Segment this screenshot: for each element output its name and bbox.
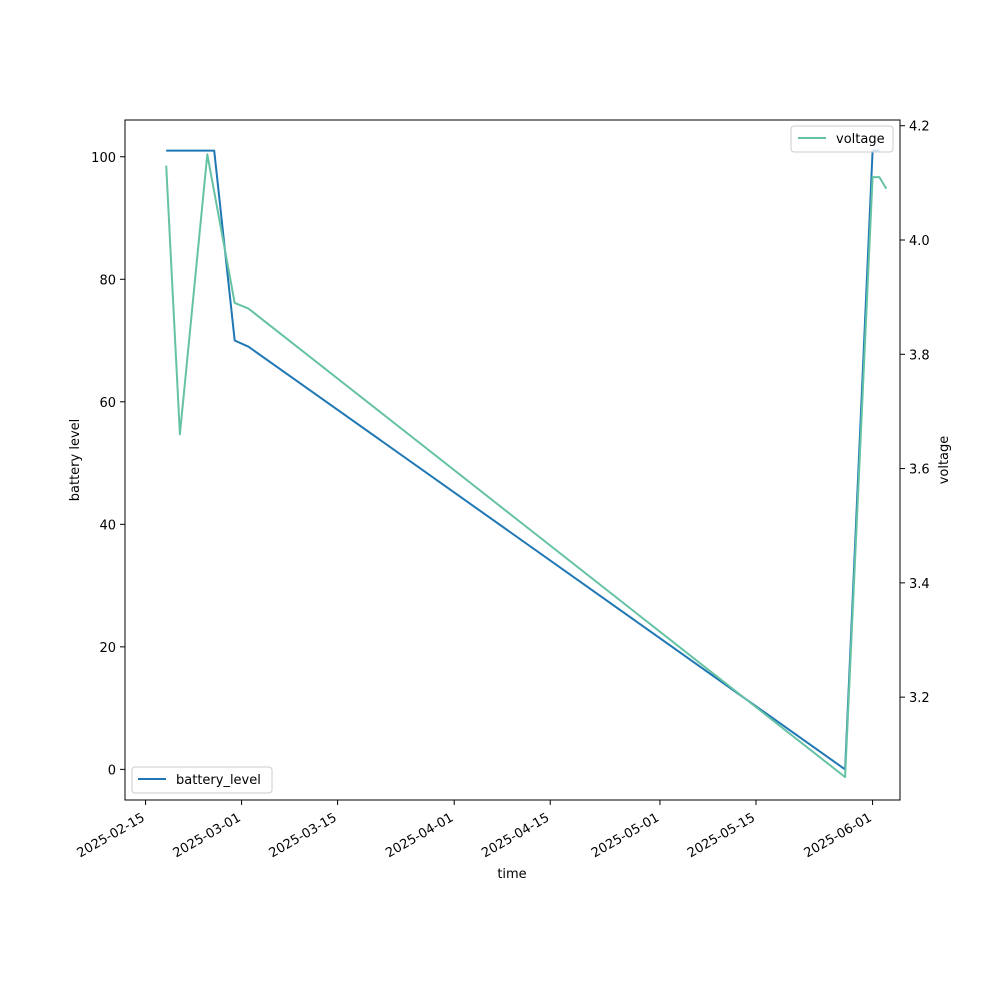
x-axis-ticks: 2025-02-15 2025-03-01 2025-03-15 2025-04-01… bbox=[75, 800, 875, 861]
x-tick-label: 2025-05-15 bbox=[685, 810, 758, 861]
legend-battery-level-box bbox=[131, 766, 273, 794]
x-axis-label: time bbox=[497, 867, 526, 882]
left-tick-label: 80 bbox=[99, 273, 116, 288]
x-tick-label: 2025-05-01 bbox=[589, 810, 662, 861]
x-tick-label: 2025-04-01 bbox=[383, 810, 456, 861]
legend-voltage-label: voltage bbox=[836, 132, 885, 147]
right-tick-label: 3.2 bbox=[909, 691, 930, 706]
left-tick-label: 100 bbox=[91, 151, 116, 166]
legend-battery-level: battery_level bbox=[131, 766, 273, 794]
left-tick-label: 40 bbox=[99, 518, 116, 533]
plot-area bbox=[125, 120, 900, 800]
left-axis-ticks: 0 20 40 60 80 100 bbox=[91, 151, 125, 778]
right-tick-label: 3.6 bbox=[909, 463, 930, 478]
right-tick-label: 4.2 bbox=[909, 120, 930, 135]
right-tick-label: 3.8 bbox=[909, 348, 930, 363]
legend-voltage: voltage bbox=[790, 125, 894, 153]
x-tick-label: 2025-02-15 bbox=[75, 810, 148, 861]
legend-battery-level-label: battery_level bbox=[176, 773, 261, 788]
right-tick-label: 3.4 bbox=[909, 577, 930, 592]
x-tick-label: 2025-06-01 bbox=[802, 810, 875, 861]
legend-voltage-box bbox=[790, 125, 894, 153]
left-axis-label: battery level bbox=[68, 419, 83, 502]
left-tick-label: 60 bbox=[99, 396, 116, 411]
x-tick-label: 2025-03-01 bbox=[171, 810, 244, 861]
plot-frame bbox=[124, 119, 901, 801]
x-tick-label: 2025-03-15 bbox=[267, 810, 340, 861]
right-axis-ticks: 3.2 3.4 3.6 3.8 4.0 4.2 bbox=[900, 120, 930, 706]
left-tick-label: 20 bbox=[99, 641, 116, 656]
series-line-voltage bbox=[165, 153, 888, 779]
x-tick-label: 2025-04-15 bbox=[479, 810, 552, 861]
left-tick-label: 0 bbox=[108, 763, 116, 778]
right-axis-label: voltage bbox=[937, 436, 952, 485]
right-tick-label: 4.0 bbox=[909, 234, 930, 249]
